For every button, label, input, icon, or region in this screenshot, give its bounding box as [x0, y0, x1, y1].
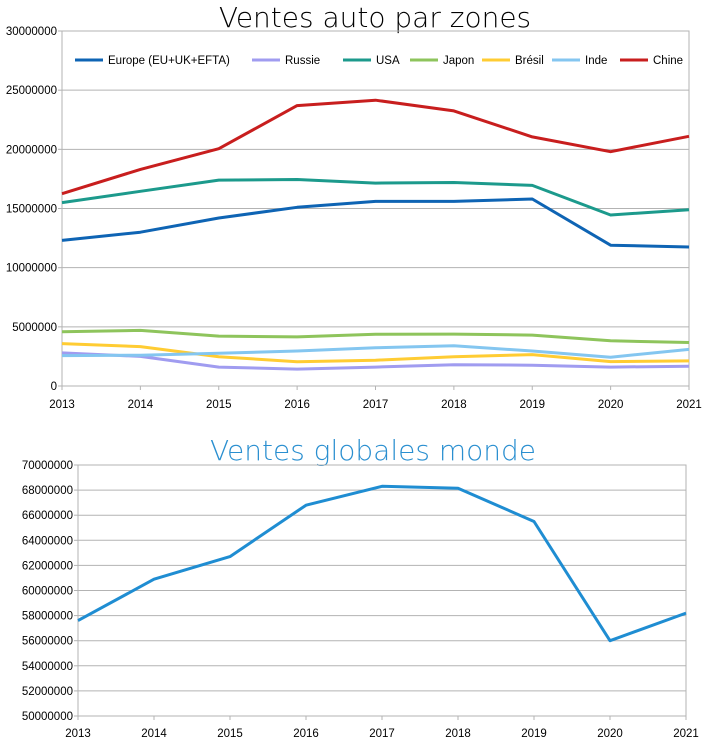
series-line-japon — [61, 328, 690, 344]
chart-global-series — [77, 484, 687, 643]
y-tick-label: 50000000 — [22, 711, 73, 723]
series-line-monde — [77, 484, 687, 643]
chart-zones-legend: Europe (EU+UK+EFTA) Russie USA Japon Brésil I… — [75, 55, 683, 67]
y-tick-label: 70000000 — [22, 460, 73, 472]
legend-item-usa: USA — [343, 55, 400, 67]
series-line-russie — [61, 351, 690, 371]
legend-label: USA — [376, 55, 400, 67]
y-tick-label: 25000000 — [6, 85, 57, 97]
y-tick-label: 60000000 — [22, 586, 73, 598]
legend-item-russie: Russie — [252, 55, 320, 67]
y-tick-label: 52000000 — [22, 686, 73, 698]
x-tick-label: 2018 — [445, 728, 471, 740]
y-tick-label: 64000000 — [22, 535, 73, 547]
chart-global-y-ticks: 50000000 52000000 54000000 56000000 58000000… — [22, 460, 73, 723]
x-tick-label: 2016 — [284, 399, 310, 411]
y-tick-label: 62000000 — [22, 560, 73, 572]
y-tick-label: 66000000 — [22, 510, 73, 522]
chart-global-title: Ventes globales monde — [210, 434, 536, 467]
chart-global: Ventes globales monde 50000000 52000000 54… — [22, 434, 699, 740]
legend-item-japon: Japon — [410, 55, 474, 67]
x-tick-label: 2020 — [598, 399, 624, 411]
x-tick-label: 2020 — [597, 728, 623, 740]
y-tick-label: 5000000 — [12, 322, 57, 334]
y-tick-label: 15000000 — [6, 204, 57, 216]
x-tick-label: 2019 — [521, 728, 547, 740]
series-line-inde — [61, 344, 690, 359]
legend-label: Brésil — [515, 55, 544, 67]
legend-label: Europe (EU+UK+EFTA) — [108, 55, 230, 67]
series-line-europe-eu-uk-efta — [61, 197, 690, 249]
x-tick-label: 2013 — [49, 399, 75, 411]
x-tick-label: 2015 — [217, 728, 243, 740]
x-tick-label: 2021 — [676, 399, 702, 411]
chart-zones-series — [61, 98, 690, 371]
chart-zones: Ventes auto par zones 0 5000000 10000000 15… — [6, 1, 702, 411]
chart-zones-grid — [58, 30, 690, 390]
y-tick-label: 56000000 — [22, 636, 73, 648]
legend-item-br-sil: Brésil — [482, 55, 544, 67]
legend-item-inde: Inde — [552, 55, 607, 67]
chart-global-x-ticks: 2013 2014 2015 2016 2017 2018 2019 2020 2021 — [65, 728, 699, 740]
legend-label: Japon — [443, 55, 474, 67]
y-tick-label: 20000000 — [6, 144, 57, 156]
chart-zones-x-ticks: 2013 2014 2015 2016 2017 2018 2019 2020 2021 — [49, 399, 702, 411]
legend-item-europe-eu-uk-efta: Europe (EU+UK+EFTA) — [75, 55, 230, 67]
series-line-chine — [61, 98, 690, 196]
x-tick-label: 2021 — [673, 728, 699, 740]
x-tick-label: 2019 — [519, 399, 545, 411]
x-tick-label: 2014 — [141, 728, 167, 740]
y-tick-label: 68000000 — [22, 485, 73, 497]
x-tick-label: 2017 — [369, 728, 395, 740]
series-line-br-sil — [61, 342, 690, 364]
y-tick-label: 0 — [51, 381, 57, 393]
y-tick-label: 54000000 — [22, 661, 73, 673]
legend-item-chine: Chine — [620, 55, 683, 67]
legend-label: Chine — [653, 55, 683, 67]
x-tick-label: 2013 — [65, 728, 91, 740]
y-tick-label: 58000000 — [22, 611, 73, 623]
legend-label: Russie — [285, 55, 320, 67]
chart-zones-y-ticks: 0 5000000 10000000 15000000 20000000 25000000… — [6, 26, 57, 393]
y-tick-label: 10000000 — [6, 263, 57, 275]
series-line-usa — [61, 178, 690, 217]
x-tick-label: 2018 — [441, 399, 467, 411]
x-tick-label: 2016 — [293, 728, 319, 740]
chart-zones-title: Ventes auto par zones — [219, 1, 531, 34]
x-tick-label: 2014 — [128, 399, 154, 411]
x-tick-label: 2017 — [363, 399, 389, 411]
x-tick-label: 2015 — [206, 399, 232, 411]
chart-global-grid — [74, 464, 687, 720]
legend-label: Inde — [585, 55, 607, 67]
y-tick-label: 30000000 — [6, 26, 57, 38]
